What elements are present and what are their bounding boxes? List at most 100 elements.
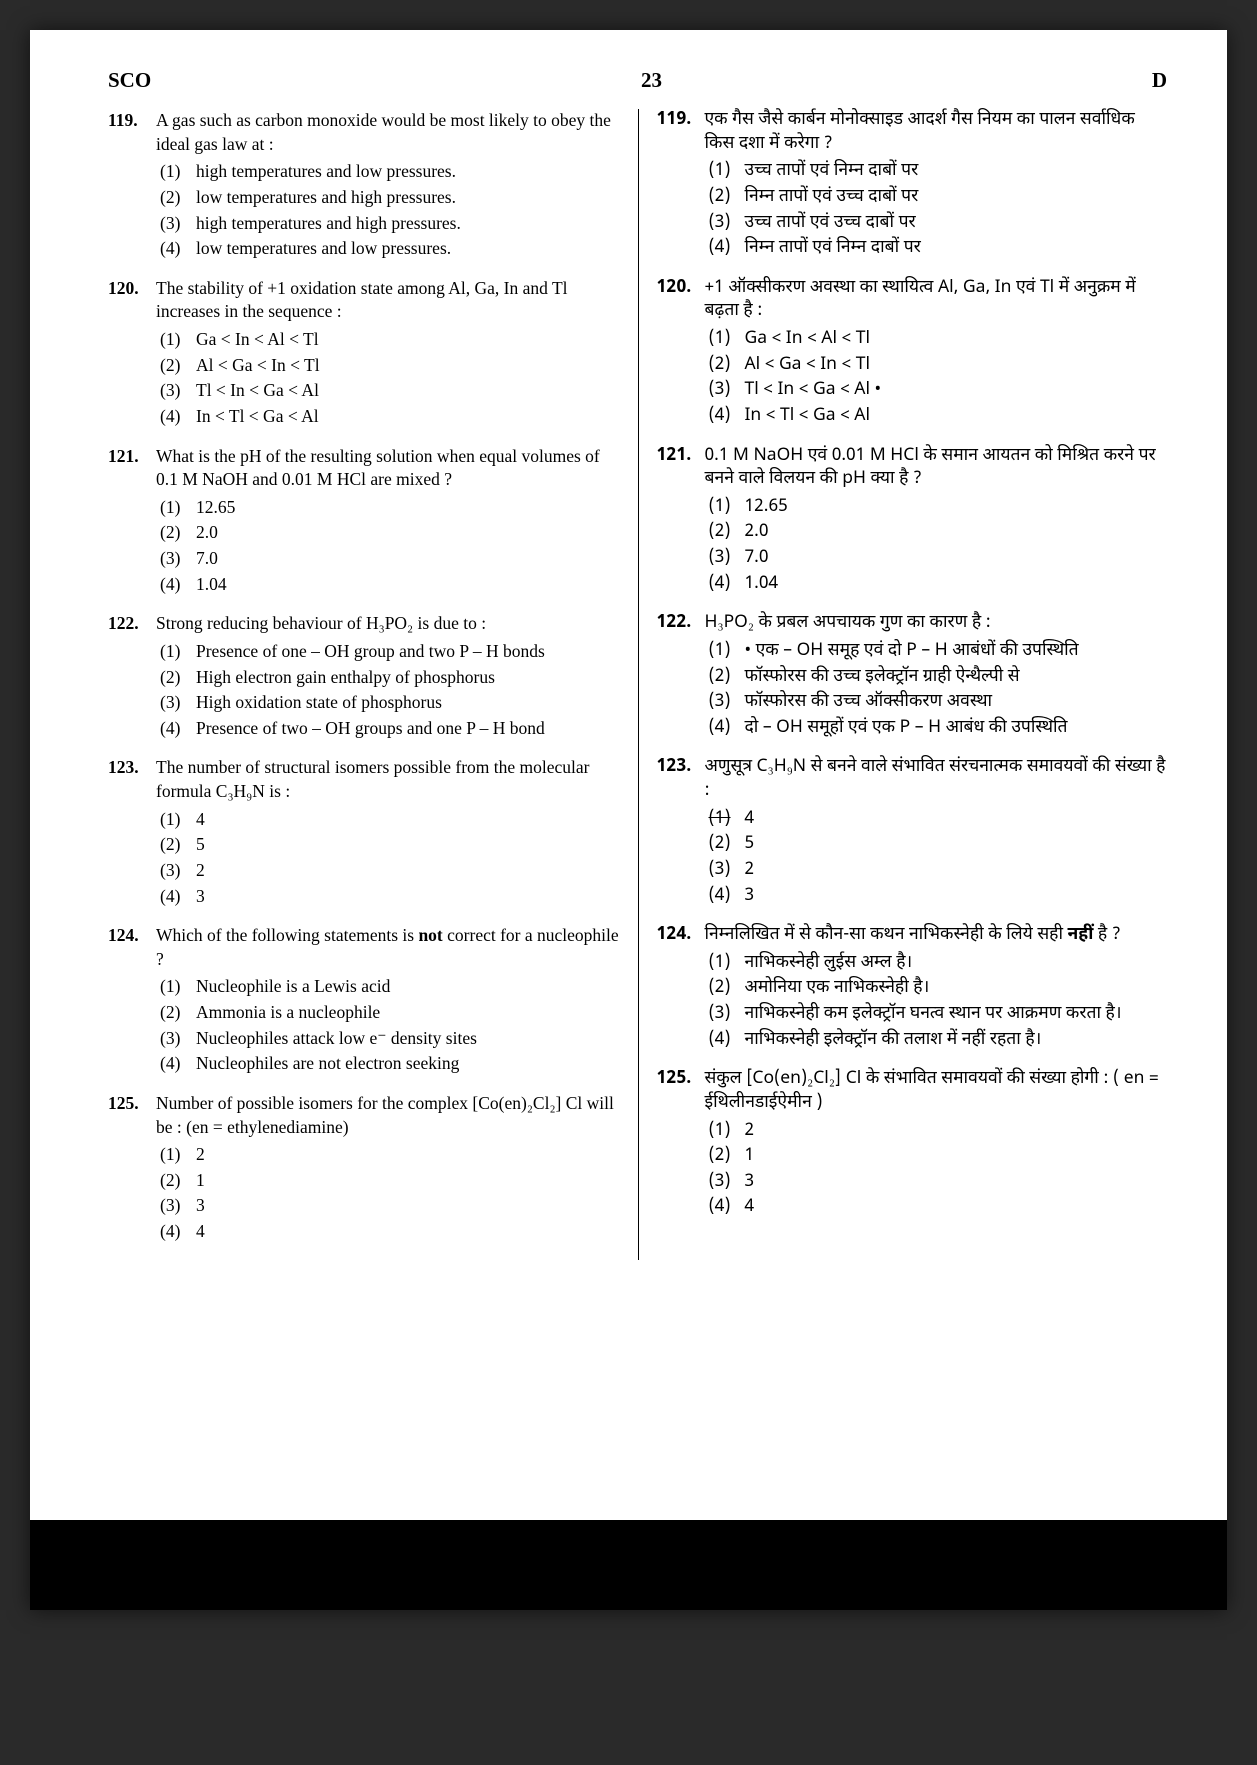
question: 122.H₃PO₂ के प्रबल अपचायक गुण का कारण है… bbox=[657, 612, 1168, 742]
option-text: 5 bbox=[196, 833, 620, 857]
options-list: (1)2(2)1(3)3(4)4 bbox=[705, 1120, 1168, 1221]
option: (3)3 bbox=[156, 1194, 620, 1218]
header-center: 23 bbox=[641, 68, 662, 93]
options-list: (1)नाभिकस्नेही लुईस अम्ल है।(2)अमोनिया ए… bbox=[705, 952, 1168, 1053]
option-text: 4 bbox=[745, 808, 1168, 832]
option: (2)2.0 bbox=[156, 521, 620, 545]
question-number: 120. bbox=[657, 277, 705, 431]
question-text: निम्नलिखित में से कौन-सा कथन नाभिकस्नेही… bbox=[705, 924, 1168, 948]
option-text: high temperatures and high pressures. bbox=[196, 212, 620, 236]
question-text: Strong reducing behaviour of H₃PO₂ is du… bbox=[156, 612, 620, 636]
question-number: 120. bbox=[108, 277, 156, 431]
option-number: (2) bbox=[705, 354, 745, 378]
option: (2)5 bbox=[705, 833, 1168, 857]
option: (2)1 bbox=[705, 1145, 1168, 1169]
question-body: Strong reducing behaviour of H₃PO₂ is du… bbox=[156, 612, 620, 742]
option: (1)Nucleophile is a Lewis acid bbox=[156, 975, 620, 999]
option-text: फॉस्फोरस की उच्च ऑक्सीकरण अवस्था bbox=[745, 691, 1168, 715]
options-list: (1)• एक – OH समूह एवं दो P – H आबंधों की… bbox=[705, 640, 1168, 741]
option-text: उच्च तापों एवं उच्च दाबों पर bbox=[745, 212, 1168, 236]
option: (2)Al < Ga < In < Tl bbox=[156, 354, 620, 378]
option-text: 4 bbox=[745, 1196, 1168, 1220]
option: (4)3 bbox=[156, 885, 620, 909]
option: (2)1 bbox=[156, 1169, 620, 1193]
option-text: 12.65 bbox=[196, 496, 620, 520]
option-number: (2) bbox=[156, 833, 196, 857]
question: 119.एक गैस जैसे कार्बन मोनोक्साइड आदर्श … bbox=[657, 109, 1168, 263]
option-text: Presence of two – OH groups and one P – … bbox=[196, 717, 620, 741]
option-text: 1 bbox=[745, 1145, 1168, 1169]
header-right: D bbox=[1152, 68, 1167, 93]
question: 125.संकुल [Co(en)₂Cl₂] Cl के संभावित समा… bbox=[657, 1068, 1168, 1222]
column-english: 119.A gas such as carbon monoxide would … bbox=[108, 109, 638, 1260]
question: 125.Number of possible isomers for the c… bbox=[108, 1092, 620, 1246]
option-number: (4) bbox=[156, 1220, 196, 1244]
option-number: (4) bbox=[705, 405, 745, 429]
option: (1)Ga < In < Al < Tl bbox=[156, 328, 620, 352]
option-number: (3) bbox=[705, 379, 745, 403]
option-number: (3) bbox=[705, 547, 745, 571]
question-body: +1 ऑक्सीकरण अवस्था का स्थायित्व Al, Ga, … bbox=[705, 277, 1168, 431]
option-text: 2.0 bbox=[745, 521, 1168, 545]
option-number: (1) bbox=[156, 808, 196, 832]
option-number: (3) bbox=[156, 212, 196, 236]
option: (3)7.0 bbox=[156, 547, 620, 571]
options-list: (1)high temperatures and low pressures.(… bbox=[156, 160, 620, 261]
option-number: (2) bbox=[705, 521, 745, 545]
option-text: high temperatures and low pressures. bbox=[196, 160, 620, 184]
option: (2)High electron gain enthalpy of phosph… bbox=[156, 666, 620, 690]
option: (4)In < Tl < Ga < Al bbox=[705, 405, 1168, 429]
option-number: (1) bbox=[705, 496, 745, 520]
option-text: नाभिकस्नेही इलेक्ट्रॉन की तलाश में नहीं … bbox=[745, 1029, 1168, 1053]
question: 121.0.1 M NaOH एवं 0.01 M HCl के समान आय… bbox=[657, 445, 1168, 599]
option-text: उच्च तापों एवं निम्न दाबों पर bbox=[745, 160, 1168, 184]
question-text: 0.1 M NaOH एवं 0.01 M HCl के समान आयतन क… bbox=[705, 445, 1168, 492]
option-text: High oxidation state of phosphorus bbox=[196, 691, 620, 715]
question-number: 121. bbox=[108, 445, 156, 599]
option-number: (4) bbox=[705, 237, 745, 261]
question-body: 0.1 M NaOH एवं 0.01 M HCl के समान आयतन क… bbox=[705, 445, 1168, 599]
option-number: (4) bbox=[705, 573, 745, 597]
question-number: 122. bbox=[657, 612, 705, 742]
option: (4)नाभिकस्नेही इलेक्ट्रॉन की तलाश में नह… bbox=[705, 1029, 1168, 1053]
question-number: 125. bbox=[657, 1068, 705, 1222]
option: (1)2 bbox=[705, 1120, 1168, 1144]
option-text: Ga < In < Al < Tl bbox=[196, 328, 620, 352]
option-text: • एक – OH समूह एवं दो P – H आबंधों की उप… bbox=[745, 640, 1168, 664]
option: (2)Ammonia is a nucleophile bbox=[156, 1001, 620, 1025]
option: (4)दो – OH समूहों एवं एक P – H आबंध की उ… bbox=[705, 717, 1168, 741]
question-number: 121. bbox=[657, 445, 705, 599]
question-body: What is the pH of the resulting solution… bbox=[156, 445, 620, 599]
option-text: 3 bbox=[745, 885, 1168, 909]
question-text: The number of structural isomers possibl… bbox=[156, 756, 620, 803]
option-number: (4) bbox=[705, 1196, 745, 1220]
question-body: Number of possible isomers for the compl… bbox=[156, 1092, 620, 1246]
option-number: (3) bbox=[156, 547, 196, 571]
option-number: (1) bbox=[156, 160, 196, 184]
option-number: (3) bbox=[705, 212, 745, 236]
option-text: नाभिकस्नेही लुईस अम्ल है। bbox=[745, 952, 1168, 976]
option-number: (1) bbox=[705, 1120, 745, 1144]
option-number: (4) bbox=[156, 885, 196, 909]
option-number: (2) bbox=[705, 186, 745, 210]
option-number: (2) bbox=[156, 1169, 196, 1193]
option-number: (3) bbox=[156, 1194, 196, 1218]
question-body: संकुल [Co(en)₂Cl₂] Cl के संभावित समावयवो… bbox=[705, 1068, 1168, 1222]
question: 123.अणुसूत्र C₃H₉N से बनने वाले संभावित … bbox=[657, 756, 1168, 910]
question: 123.The number of structural isomers pos… bbox=[108, 756, 620, 910]
option-number: (1) bbox=[705, 160, 745, 184]
option-number: (3) bbox=[156, 859, 196, 883]
option: (3)7.0 bbox=[705, 547, 1168, 571]
options-list: (1)12.65(2)2.0(3)7.0(4)1.04 bbox=[156, 496, 620, 597]
question: 122.Strong reducing behaviour of H₃PO₂ i… bbox=[108, 612, 620, 742]
option-text: Al < Ga < In < Tl bbox=[196, 354, 620, 378]
option-text: 1.04 bbox=[745, 573, 1168, 597]
question-text: +1 ऑक्सीकरण अवस्था का स्थायित्व Al, Ga, … bbox=[705, 277, 1168, 324]
question-number: 119. bbox=[108, 109, 156, 263]
option-text: निम्न तापों एवं निम्न दाबों पर bbox=[745, 237, 1168, 261]
option: (3)Tl < In < Ga < Al • bbox=[705, 379, 1168, 403]
option-number: (2) bbox=[156, 186, 196, 210]
question-number: 125. bbox=[108, 1092, 156, 1246]
options-list: (1)2(2)1(3)3(4)4 bbox=[156, 1143, 620, 1244]
option-text: Tl < In < Ga < Al bbox=[196, 379, 620, 403]
